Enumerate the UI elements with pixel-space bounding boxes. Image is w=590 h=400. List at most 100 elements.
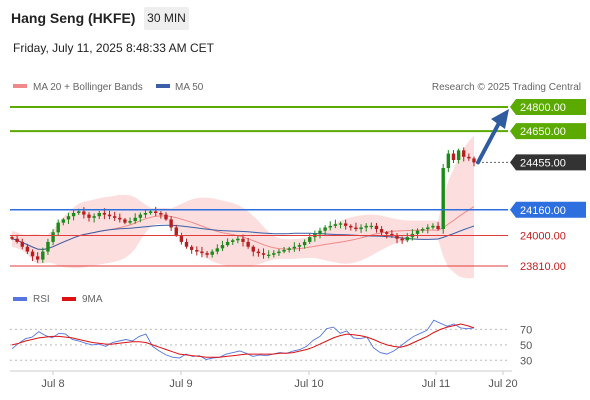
candle <box>266 250 271 259</box>
rsi-plot: 70 50 30 <box>10 319 532 367</box>
price-label-text: 24650.00 <box>520 126 566 138</box>
price-label-bg <box>510 201 586 218</box>
candle-body <box>102 213 107 215</box>
candle-body <box>118 217 122 220</box>
candle-body <box>46 241 50 252</box>
candle-body <box>241 238 245 242</box>
bollinger-legend-label: MA 20 + Bollinger Bands <box>33 82 143 93</box>
candle <box>195 246 199 256</box>
candle <box>456 148 461 164</box>
candle <box>462 147 466 162</box>
candle-body <box>420 229 425 231</box>
candle-body <box>154 211 158 213</box>
candle <box>159 211 163 219</box>
rsi-ma-legend-swatch <box>62 297 76 301</box>
candle <box>174 224 178 237</box>
instrument-title: Hang Seng (HKFE) <box>11 10 136 26</box>
candle-body <box>369 225 374 228</box>
candle <box>343 219 348 230</box>
candle-body <box>148 211 153 213</box>
source-credit: Research © 2025 Trading Central <box>432 82 581 93</box>
candle-body <box>261 253 266 255</box>
candle-body <box>138 214 143 218</box>
candle-body <box>467 156 471 159</box>
price-label-bg <box>510 123 586 140</box>
candle <box>56 219 60 236</box>
candle-body <box>379 229 384 233</box>
candle <box>123 217 127 225</box>
candle-body <box>359 227 363 230</box>
candle-body <box>169 219 173 228</box>
candle-body <box>200 251 204 254</box>
candle-body <box>302 241 307 246</box>
x-tick-label: Jul 20 <box>488 378 517 390</box>
candle-body <box>338 223 343 225</box>
rsi-ma-line <box>11 323 475 358</box>
candle-body <box>251 246 255 252</box>
candle-body <box>123 219 127 223</box>
candle <box>390 230 394 238</box>
x-tick-label: Jul 9 <box>169 378 192 390</box>
arrow-head <box>491 109 509 129</box>
candle-body <box>426 227 430 230</box>
candle-body <box>30 251 35 257</box>
candle-body <box>35 256 40 260</box>
candle-body <box>349 225 353 228</box>
candle <box>97 210 101 220</box>
candle <box>200 246 204 258</box>
candle <box>30 249 35 261</box>
candle <box>287 246 291 253</box>
candle-body <box>174 227 178 236</box>
candle <box>256 248 261 257</box>
candle-body <box>287 248 291 250</box>
candle <box>354 222 358 232</box>
candle-body <box>318 230 322 234</box>
candle-body <box>179 235 184 242</box>
rsi-tick-label: 70 <box>520 324 532 336</box>
candle-body <box>61 219 66 223</box>
candle-body <box>354 227 358 230</box>
candle <box>112 211 117 221</box>
candle-body <box>205 253 209 255</box>
price-label-24650.00: 24650.00 <box>510 123 586 140</box>
candle <box>374 222 379 233</box>
x-tick-label: Jul 8 <box>41 378 64 390</box>
candle-body <box>395 235 399 239</box>
candle-body <box>184 241 189 247</box>
candle <box>66 212 71 224</box>
price-label-23810.00: 23810.00 <box>520 261 566 273</box>
candle <box>395 233 399 244</box>
candle <box>205 250 209 258</box>
candle-body <box>25 246 30 252</box>
candle-body <box>390 233 394 236</box>
candle-body <box>343 223 348 226</box>
candle-body <box>272 253 276 255</box>
candle-body <box>333 224 338 226</box>
candle-body <box>451 153 456 160</box>
candle <box>282 246 286 254</box>
candle-body <box>82 211 86 215</box>
candle-body <box>195 249 199 252</box>
rsi-legend: RSI 9MA <box>13 294 103 305</box>
candle <box>246 238 250 249</box>
candle-body <box>97 213 101 217</box>
candle <box>426 224 430 234</box>
candle <box>323 225 327 236</box>
interval-button[interactable]: 30 MIN <box>144 7 189 30</box>
candle-body <box>220 245 225 249</box>
price-level-labels: 24800.00 24650.00 24455.00 24160.00 24000.00… <box>510 99 586 273</box>
main-legend: MA 20 + Bollinger Bands MA 50 Research ©… <box>13 82 581 93</box>
candle-body <box>282 249 286 252</box>
candle-body <box>87 214 91 218</box>
candle-body <box>128 221 132 223</box>
candle-body <box>385 232 389 234</box>
price-label-bg <box>510 154 586 171</box>
candle-body <box>400 238 404 241</box>
candle <box>400 236 404 244</box>
candle <box>231 238 235 245</box>
rsi-legend-swatch <box>13 297 27 301</box>
level-lines <box>10 106 510 267</box>
candle-body <box>446 153 451 169</box>
candle <box>472 156 476 167</box>
